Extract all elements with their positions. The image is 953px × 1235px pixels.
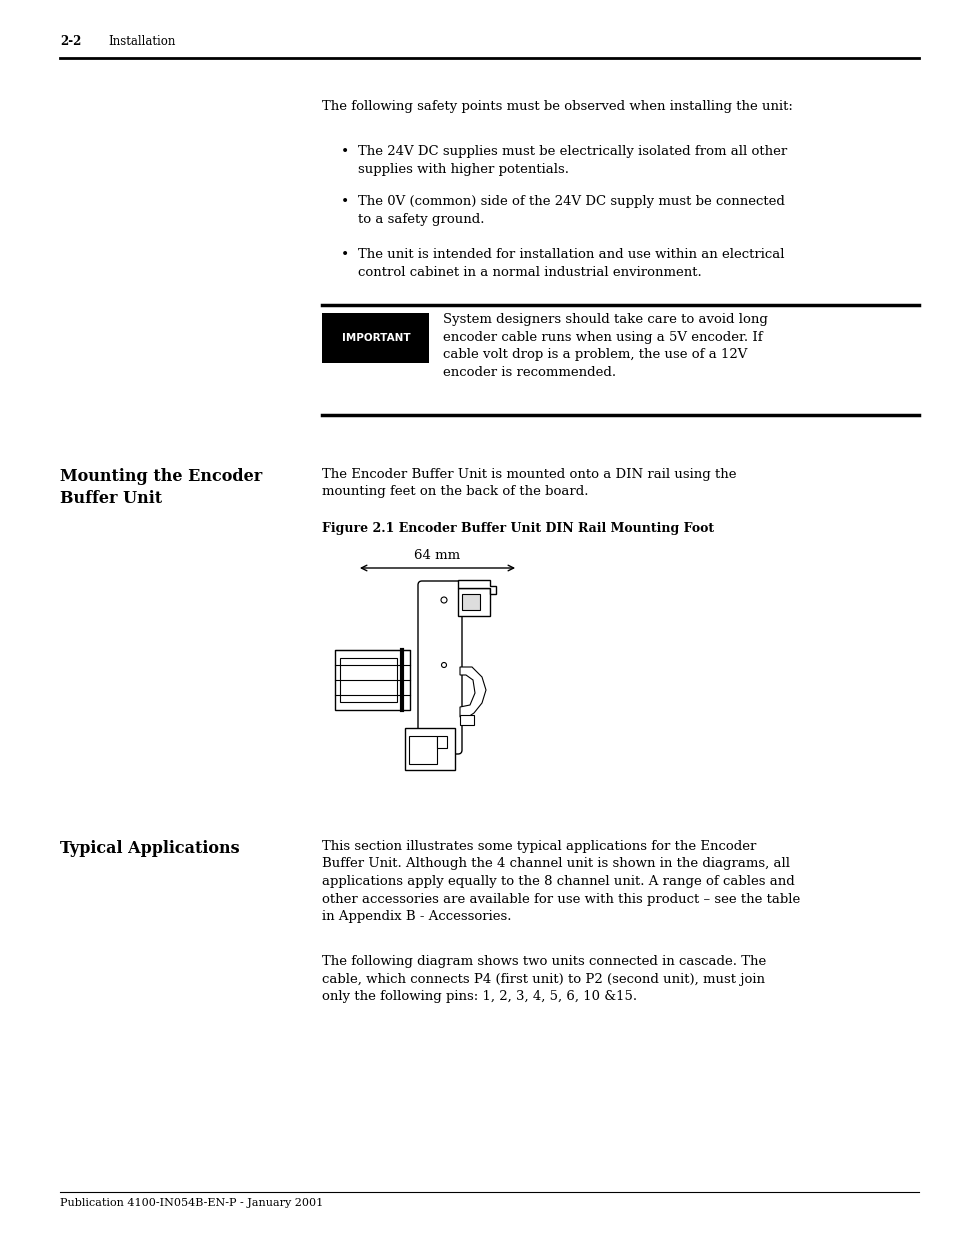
Bar xyxy=(339,658,396,701)
Circle shape xyxy=(441,662,446,667)
Text: System designers should take care to avoid long
encoder cable runs when using a : System designers should take care to avo… xyxy=(443,312,767,378)
Text: •: • xyxy=(340,248,349,262)
Text: 2-2: 2-2 xyxy=(60,35,81,48)
Text: IMPORTANT: IMPORTANT xyxy=(341,333,410,343)
Text: The 0V (common) side of the 24V DC supply must be connected
to a safety ground.: The 0V (common) side of the 24V DC suppl… xyxy=(358,195,784,226)
Text: Typical Applications: Typical Applications xyxy=(60,840,239,857)
Text: Publication 4100-IN054B-EN-P - January 2001: Publication 4100-IN054B-EN-P - January 2… xyxy=(60,1198,323,1208)
Text: •: • xyxy=(340,195,349,209)
Bar xyxy=(322,312,429,363)
Text: Mounting the Encoder
Buffer Unit: Mounting the Encoder Buffer Unit xyxy=(60,468,262,506)
Bar xyxy=(459,715,474,725)
Text: Installation: Installation xyxy=(108,35,175,48)
Text: •: • xyxy=(340,144,349,159)
Bar xyxy=(461,594,479,610)
Text: The following diagram shows two units connected in cascade. The
cable, which con: The following diagram shows two units co… xyxy=(322,955,766,1003)
Text: The Encoder Buffer Unit is mounted onto a DIN rail using the
mounting feet on th: The Encoder Buffer Unit is mounted onto … xyxy=(322,468,736,499)
Text: 64 mm: 64 mm xyxy=(414,550,460,562)
Text: The following safety points must be observed when installing the unit:: The following safety points must be obse… xyxy=(322,100,793,112)
Circle shape xyxy=(440,597,447,603)
Text: This section illustrates some typical applications for the Encoder
Buffer Unit. : This section illustrates some typical ap… xyxy=(322,840,800,923)
Bar xyxy=(457,588,490,616)
Bar xyxy=(409,736,436,764)
Polygon shape xyxy=(457,580,496,594)
Bar xyxy=(405,727,455,769)
Bar xyxy=(335,650,410,710)
Bar xyxy=(436,736,447,748)
Text: The 24V DC supplies must be electrically isolated from all other
supplies with h: The 24V DC supplies must be electrically… xyxy=(358,144,787,175)
FancyBboxPatch shape xyxy=(417,580,461,755)
Text: Figure 2.1 Encoder Buffer Unit DIN Rail Mounting Foot: Figure 2.1 Encoder Buffer Unit DIN Rail … xyxy=(322,522,714,535)
Polygon shape xyxy=(459,667,485,718)
Text: The unit is intended for installation and use within an electrical
control cabin: The unit is intended for installation an… xyxy=(358,248,784,279)
